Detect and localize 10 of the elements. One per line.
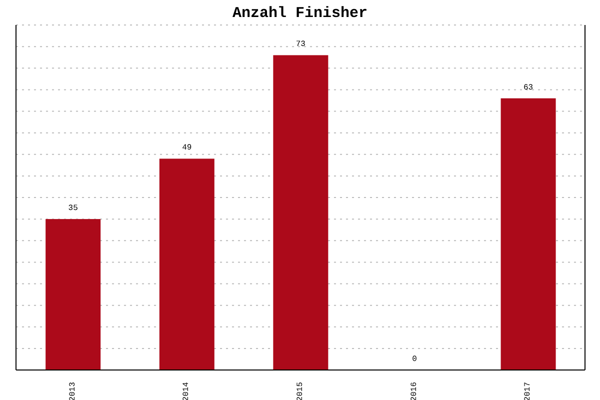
bar [46,219,101,370]
chart-title: Anzahl Finisher [231,5,369,23]
data-label: 73 [296,40,306,50]
data-label: 49 [182,144,192,153]
bar [159,158,214,370]
data-label: 63 [523,83,534,92]
data-label: 0 [412,355,418,364]
data-label: 35 [68,204,78,214]
bar [273,55,328,370]
bar [500,98,556,370]
